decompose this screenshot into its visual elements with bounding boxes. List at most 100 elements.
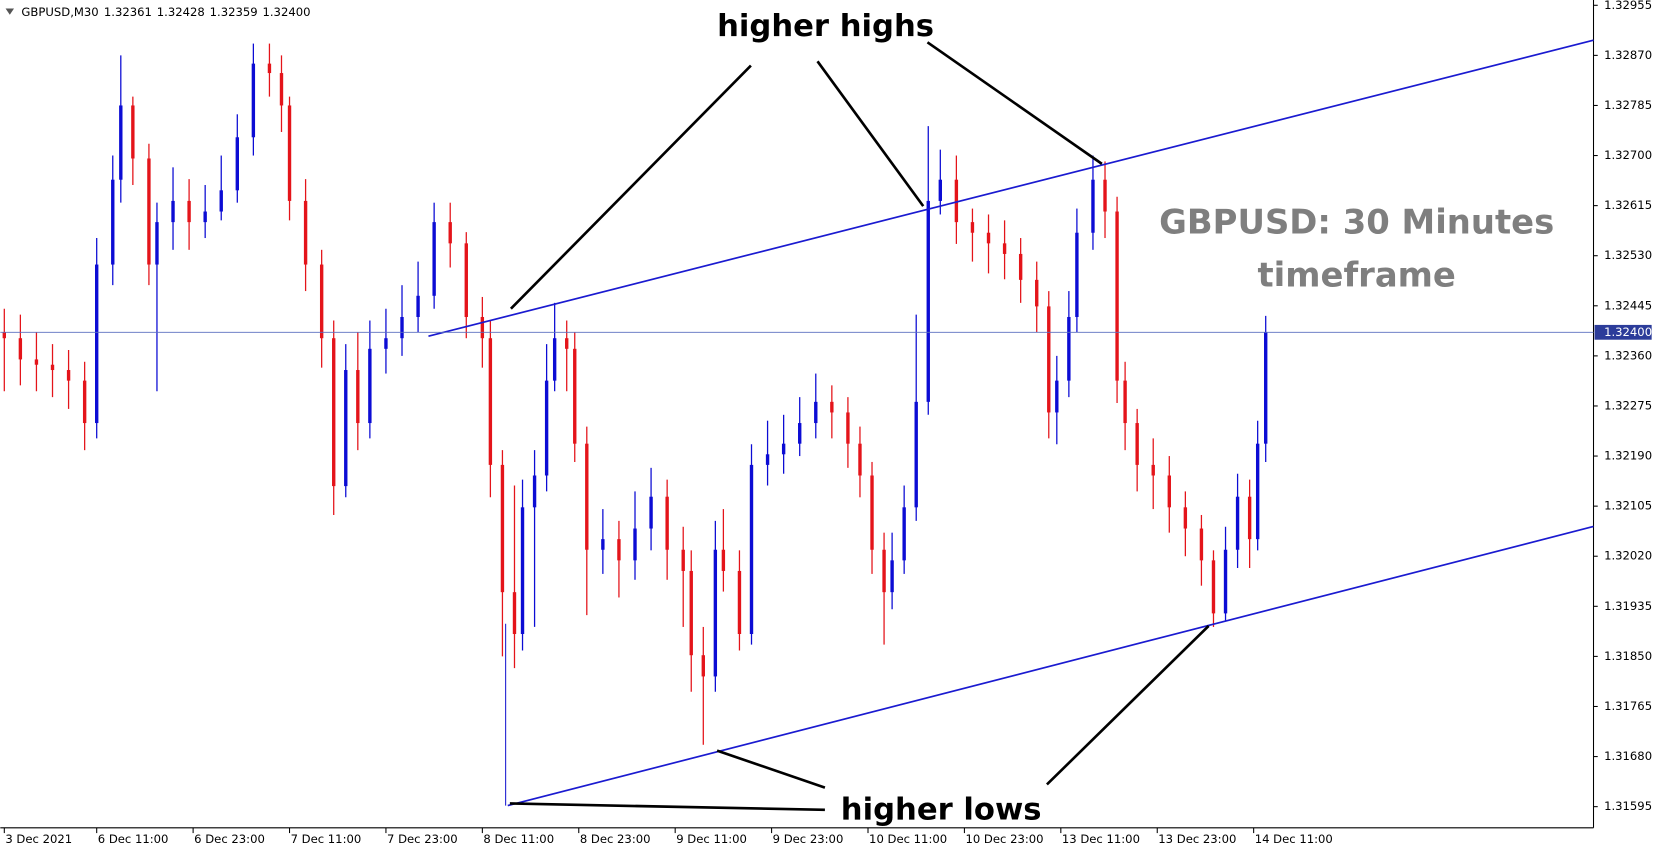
candle-body: [970, 222, 975, 233]
candle-body: [902, 507, 906, 561]
y-tick-label: 1.32275: [1604, 398, 1652, 412]
candle-body: [633, 528, 637, 561]
candle-body: [1199, 528, 1204, 561]
y-tick-label: 1.32785: [1604, 98, 1652, 112]
y-tick-label: 1.32445: [1604, 298, 1652, 312]
candle-body: [1211, 560, 1216, 614]
candle-body: [689, 570, 693, 656]
candle-body: [2, 332, 6, 339]
candle-body: [1018, 253, 1023, 280]
x-tick-label: 7 Dec 23:00: [387, 832, 458, 846]
candle-body: [155, 222, 159, 265]
candle-body: [1264, 332, 1268, 444]
candle-body: [416, 295, 420, 317]
candle-body: [448, 222, 452, 244]
candle-body: [287, 105, 292, 201]
pointers: [509, 41, 1210, 812]
candle-body: [1067, 316, 1071, 381]
x-tick-label: 9 Dec 23:00: [773, 832, 844, 846]
x-tick-label: 13 Dec 11:00: [1062, 832, 1140, 846]
candle-body: [649, 496, 653, 529]
candle-body: [303, 200, 308, 265]
last-price-label: 1.32400: [1604, 325, 1652, 339]
candle-body: [749, 464, 754, 635]
candle-body: [34, 359, 39, 365]
candle-body: [50, 364, 55, 371]
candle-body: [565, 338, 569, 349]
y-tick-label: 1.32700: [1604, 148, 1652, 162]
candle-body: [573, 348, 577, 444]
candle-body: [552, 338, 557, 381]
symbol-label: GBPUSD,M30: [21, 5, 98, 19]
candle-body: [520, 507, 525, 635]
candle-body: [781, 443, 786, 455]
pointer: [716, 749, 826, 789]
x-tick-label: 8 Dec 11:00: [483, 832, 554, 846]
candle-body: [82, 380, 87, 424]
candle-body: [1115, 211, 1119, 381]
candle-body: [251, 63, 256, 138]
candle-body: [914, 401, 918, 508]
quote: 1.32428: [157, 5, 205, 19]
candle-body: [954, 179, 959, 223]
candle-body: [1002, 243, 1007, 254]
candle-body: [279, 73, 284, 106]
y-tick-label: 1.32105: [1604, 499, 1652, 513]
candle-body: [532, 475, 537, 508]
candle-body: [1235, 496, 1240, 550]
x-tick-label: 9 Dec 11:00: [676, 832, 747, 846]
y-tick-label: 1.31850: [1604, 649, 1652, 663]
candle-body: [601, 539, 605, 550]
upper-trendline: [428, 39, 1594, 338]
quote: 1.32400: [262, 5, 310, 19]
x-tick-label: 14 Dec 11:00: [1255, 832, 1333, 846]
candle-body: [368, 348, 372, 424]
y-tick-label: 1.32870: [1604, 48, 1652, 62]
candle-body: [332, 338, 336, 487]
candle-body: [544, 380, 549, 476]
candle-body: [737, 570, 742, 635]
y-tick-label: 1.31935: [1604, 599, 1652, 613]
y-tick-label: 1.31680: [1604, 749, 1652, 763]
x-tick-label: 3 Dec 2021: [5, 832, 72, 846]
pointer: [509, 64, 752, 310]
candle-body: [171, 200, 175, 223]
candle-body: [1247, 496, 1252, 540]
candle-body: [147, 158, 151, 265]
candle-body: [235, 137, 239, 191]
candle-body: [617, 539, 621, 561]
y-tick-label: 1.32955: [1604, 0, 1652, 12]
candles: [2, 43, 1268, 745]
candle-body: [267, 63, 272, 74]
candle-body: [464, 243, 468, 317]
candle-body: [1075, 232, 1079, 317]
lower-trendline: [507, 525, 1594, 807]
candle-body: [681, 549, 685, 571]
candle-body: [890, 560, 894, 593]
candle-body: [1123, 380, 1127, 424]
candle-body: [1091, 179, 1095, 233]
candle-body: [882, 549, 886, 593]
candle-body: [400, 316, 404, 339]
y-tick-label: 1.32020: [1604, 549, 1652, 563]
candle-body: [119, 105, 123, 180]
pointer: [926, 41, 1103, 165]
x-tick-label: 13 Dec 23:00: [1158, 832, 1236, 846]
chart-title: timeframe: [1257, 256, 1455, 295]
annotation: higher highs: [717, 9, 934, 44]
candle-body: [356, 370, 360, 424]
y-tick-label: 1.32530: [1604, 248, 1652, 262]
candle-body: [1255, 443, 1260, 540]
candle-body: [798, 423, 802, 444]
x-tick-label: 6 Dec 23:00: [194, 832, 265, 846]
candle-body: [1035, 279, 1039, 307]
chart-title: GBPUSD: 30 Minutes: [1159, 203, 1554, 242]
candle-body: [1047, 306, 1051, 413]
x-tick-label: 10 Dec 11:00: [869, 832, 947, 846]
candle-body: [1151, 464, 1155, 476]
candle-body: [830, 401, 834, 413]
candle-body: [203, 211, 207, 223]
candle-body: [111, 179, 115, 265]
